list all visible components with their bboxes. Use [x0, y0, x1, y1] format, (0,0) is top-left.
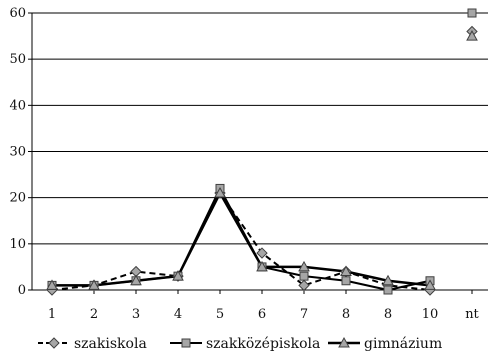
data-point-szakkozepiskola	[341, 276, 351, 286]
y-tick-label: 50	[9, 52, 26, 67]
y-tick-label: 20	[9, 191, 26, 206]
data-point-szakiskola	[256, 247, 268, 259]
data-point-gimnazium	[214, 187, 226, 198]
data-point-gimnazium	[382, 274, 394, 286]
data-point-gimnazium	[340, 265, 352, 277]
data-point-gimnazium	[424, 279, 436, 290]
y-tick-label: 30	[9, 145, 26, 160]
legend-marker-szakkozepiskola	[181, 338, 191, 348]
x-tick-label: 3	[132, 307, 140, 322]
data-point-gimnazium	[130, 274, 142, 286]
x-axis-tick-labels: 1 2 3 4 5 6 7 8 8 10 nt	[48, 307, 480, 322]
x-tick-label: 10	[422, 307, 439, 322]
series-markers	[46, 8, 478, 296]
x-tick-label: 4	[174, 307, 182, 322]
y-axis-tick-labels: 0 10 20 30 40 50 60	[9, 6, 26, 298]
series-line-gimnazium	[52, 191, 431, 287]
x-tick-label: 7	[300, 307, 308, 322]
data-point-szakkozepiskola	[299, 271, 309, 281]
data-point-szakkozepiskola	[383, 285, 393, 295]
x-tick-label: 8	[384, 307, 392, 322]
data-point-szakiskola	[298, 279, 310, 292]
y-tick-label: 60	[9, 6, 26, 21]
legend-label-szakkozepiskola: szakközépiskola	[206, 336, 320, 352]
legend-marker-szakiskola	[48, 337, 60, 349]
legend-label-szakiskola: szakiskola	[74, 336, 147, 352]
y-tick-label: 10	[9, 237, 26, 252]
data-point-gimnazium	[172, 270, 184, 281]
x-tick-label: 1	[48, 307, 56, 322]
x-tick-label: 8	[342, 307, 350, 322]
data-point-gimnazium	[88, 279, 100, 290]
legend: szakiskola szakközépiskola gimnázium	[38, 336, 442, 352]
data-point-gimnazium-nt	[466, 30, 478, 41]
legend-label-gimnazium: gimnázium	[364, 336, 442, 352]
y-tick-label: 40	[9, 98, 26, 113]
x-tick-label: 6	[258, 307, 266, 322]
x-tick-label: nt	[465, 307, 479, 322]
data-point-gimnazium	[46, 279, 58, 290]
x-tick-label: 2	[90, 307, 98, 322]
axes	[28, 12, 488, 294]
series-line-szakiskola	[51, 192, 431, 291]
data-point-szakkozepiskola-nt	[467, 8, 477, 18]
series-line-szakkozepiskola	[52, 187, 431, 291]
data-point-gimnazium	[256, 260, 268, 272]
series-lines	[51, 187, 431, 291]
legend-marker-gimnazium	[338, 336, 350, 348]
y-tick-label: 0	[18, 283, 26, 298]
x-tick-label: 5	[216, 307, 224, 322]
grid-lines	[32, 12, 488, 291]
data-point-gimnazium	[298, 260, 310, 272]
